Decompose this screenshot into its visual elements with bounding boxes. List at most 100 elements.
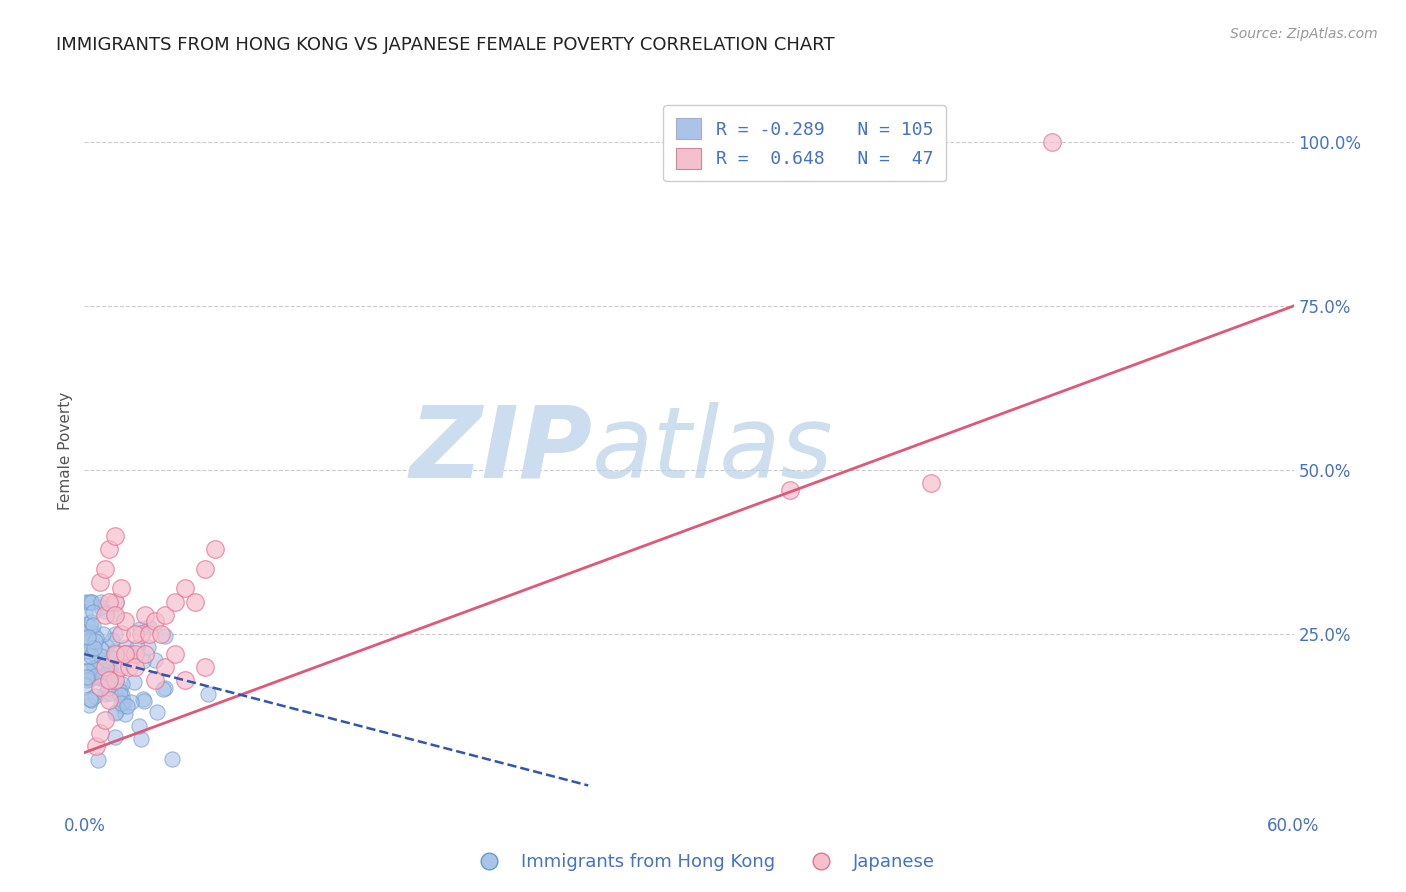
Point: [101, 651, 124, 665]
Point: [76, 616, 98, 631]
Point: [90, 671, 112, 685]
Point: [97, 693, 120, 707]
Point: [779, 483, 801, 497]
Point: [98, 686, 121, 700]
Point: [120, 695, 142, 709]
Point: [184, 594, 207, 608]
Point: [75, 624, 97, 639]
Point: [97, 541, 120, 556]
Point: [76, 673, 98, 688]
Point: [124, 660, 146, 674]
Point: [76, 670, 98, 684]
Point: [89, 726, 111, 740]
Point: [115, 699, 138, 714]
Legend: R = -0.289   N = 105, R =  0.648   N =  47: R = -0.289 N = 105, R = 0.648 N = 47: [664, 105, 946, 181]
Point: [107, 663, 129, 677]
Point: [165, 647, 187, 661]
Point: [104, 647, 127, 661]
Point: [197, 687, 219, 701]
Point: [104, 730, 127, 744]
Point: [79, 672, 101, 686]
Point: [98, 665, 121, 680]
Point: [104, 706, 127, 720]
Point: [105, 705, 128, 719]
Point: [920, 476, 942, 491]
Point: [128, 719, 150, 733]
Point: [90, 649, 112, 664]
Point: [96, 639, 118, 653]
Point: [165, 594, 187, 608]
Point: [84, 632, 107, 646]
Point: [107, 679, 129, 693]
Point: [79, 693, 101, 707]
Point: [104, 594, 127, 608]
Point: [84, 634, 107, 648]
Point: [103, 607, 125, 621]
Point: [104, 607, 127, 622]
Point: [93, 713, 115, 727]
Point: [83, 647, 105, 661]
Point: [77, 651, 100, 665]
Point: [132, 694, 155, 708]
Point: [84, 669, 107, 683]
Y-axis label: Female Poverty: Female Poverty: [58, 392, 73, 509]
Point: [77, 644, 100, 658]
Point: [89, 662, 111, 676]
Point: [104, 644, 127, 658]
Point: [138, 620, 160, 634]
Point: [136, 640, 159, 654]
Point: [112, 694, 135, 708]
Point: [149, 627, 172, 641]
Point: [75, 677, 97, 691]
Point: [73, 664, 96, 678]
Point: [90, 667, 112, 681]
Point: [89, 574, 111, 589]
Point: [160, 752, 183, 766]
Point: [114, 647, 136, 661]
Point: [83, 689, 105, 703]
Point: [112, 699, 135, 714]
Point: [134, 607, 156, 622]
Point: [80, 594, 103, 608]
Point: [79, 619, 101, 633]
Point: [153, 607, 176, 622]
Point: [83, 661, 105, 675]
Point: [79, 692, 101, 706]
Point: [89, 671, 111, 685]
Point: [73, 605, 96, 619]
Point: [129, 627, 152, 641]
Point: [100, 632, 122, 647]
Point: [82, 626, 104, 640]
Point: [89, 657, 111, 672]
Point: [77, 637, 100, 651]
Point: [108, 689, 131, 703]
Point: [96, 653, 118, 667]
Point: [94, 687, 117, 701]
Point: [89, 680, 111, 694]
Point: [138, 627, 160, 641]
Point: [90, 664, 112, 678]
Point: [122, 675, 145, 690]
Point: [194, 660, 217, 674]
Point: [174, 673, 197, 688]
Point: [87, 753, 110, 767]
Point: [152, 681, 174, 696]
Point: [110, 660, 132, 674]
Point: [104, 594, 127, 608]
Point: [174, 582, 197, 596]
Legend: Immigrants from Hong Kong, Japanese: Immigrants from Hong Kong, Japanese: [464, 847, 942, 879]
Point: [104, 627, 127, 641]
Point: [91, 627, 114, 641]
Point: [1040, 135, 1063, 149]
Point: [90, 641, 112, 656]
Point: [108, 683, 131, 698]
Point: [114, 706, 136, 721]
Point: [114, 640, 136, 654]
Point: [83, 640, 105, 655]
Point: [110, 696, 132, 710]
Point: [128, 622, 150, 636]
Point: [111, 688, 134, 702]
Point: [97, 594, 120, 608]
Point: [118, 660, 141, 674]
Point: [145, 705, 167, 719]
